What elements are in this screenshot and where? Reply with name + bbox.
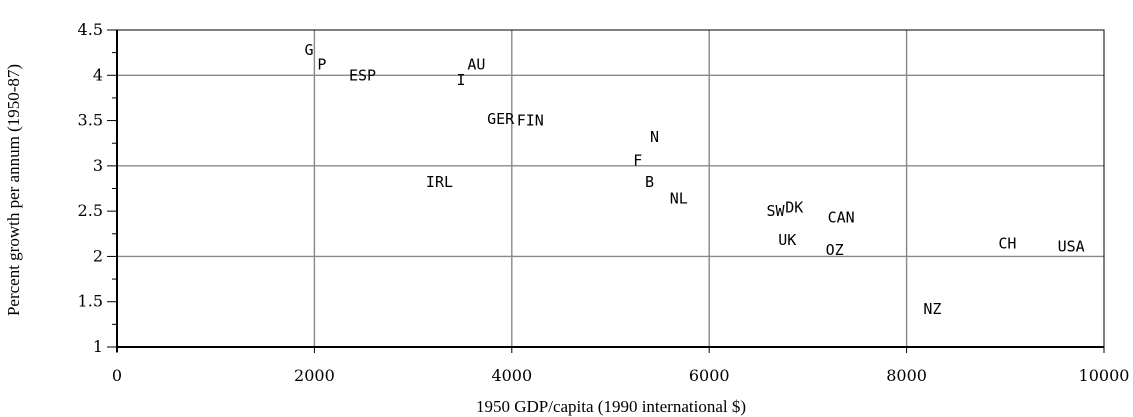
point-label: CH [998, 235, 1016, 253]
y-tick-label: 1.5 [78, 292, 103, 311]
x-tick-label: 8000 [886, 366, 927, 385]
x-tick-label: 10000 [1079, 366, 1130, 385]
x-axis-ticks: 0 2000 4000 6000 8000 10000 [112, 347, 1130, 385]
y-tick-label: 1 [93, 337, 103, 356]
point-label: DK [785, 199, 803, 217]
y-tick-label: 4.5 [78, 20, 103, 39]
x-tick-label: 2000 [294, 366, 335, 385]
x-axis-title: 1950 GDP/capita (1990 international $) [476, 397, 746, 416]
point-label: SW [766, 202, 785, 220]
y-tick-label: 3.5 [78, 111, 103, 130]
point-label: UK [778, 231, 796, 249]
grid [117, 30, 1104, 347]
point-label: G [305, 41, 314, 59]
y-tick-label: 2.5 [78, 201, 103, 220]
y-tick-label: 4 [93, 65, 103, 84]
point-label: GER [487, 110, 515, 128]
x-tick-label: 4000 [491, 366, 532, 385]
point-label: USA [1058, 237, 1085, 255]
y-tick-label: 2 [93, 246, 103, 265]
point-label: B [645, 173, 654, 191]
point-label: F [633, 151, 642, 169]
y-axis-title: Percent growth per annum (1950-87) [4, 64, 23, 316]
axes [116, 29, 1105, 352]
y-tick-label: 3 [93, 156, 103, 175]
plot-frame [116, 29, 1105, 348]
point-label: NL [670, 189, 688, 207]
point-label: CAN [828, 208, 855, 226]
data-labels: GP ESP AUI GER FIN NF IRL B NL SW DK CAN UK OZ CH USA NZ [305, 41, 1085, 318]
point-label: ESP [349, 66, 376, 84]
point-label: FIN [517, 112, 544, 130]
point-label: I [457, 71, 466, 89]
point-label: NZ [923, 300, 941, 318]
point-label: IRL [426, 173, 453, 191]
point-label: OZ [826, 241, 844, 259]
point-label: AU [467, 55, 485, 73]
x-tick-label: 0 [112, 366, 122, 385]
y-axis-ticks: 1 1.5 2 2.5 3 3.5 4 4.5 [78, 20, 117, 356]
point-label: P [317, 55, 326, 73]
x-tick-label: 6000 [689, 366, 730, 385]
point-label: N [650, 128, 659, 146]
